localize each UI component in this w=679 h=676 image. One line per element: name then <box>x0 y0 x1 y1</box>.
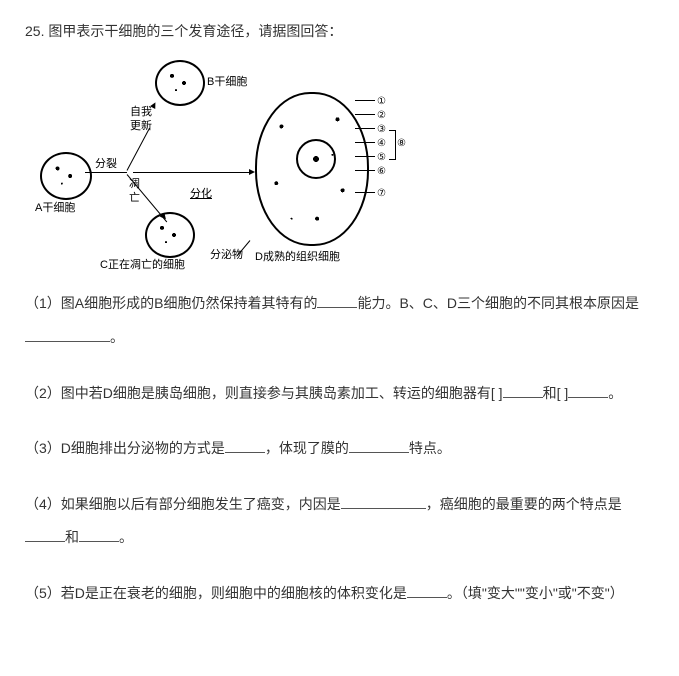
sub-question-3: （3）D细胞排出分泌物的方式是 ，体现了膜的 特点。 <box>25 432 655 466</box>
blank <box>79 527 119 542</box>
organelle-marker: ⑦ <box>377 186 386 202</box>
blank <box>503 383 543 398</box>
blank <box>225 438 265 453</box>
cell-a-label: A干细胞 <box>35 200 75 218</box>
blank <box>349 438 409 453</box>
organelle-marker-bracket: ⑧ <box>397 136 406 152</box>
q3-text-c: 特点。 <box>409 440 451 456</box>
cell-d <box>255 92 369 246</box>
q1-text-a: （1）图A细胞形成的B细胞仍然保持着其特有的 <box>25 295 317 311</box>
q4-text-b: ，癌细胞的最重要的两个特点是 <box>426 496 622 512</box>
label-fenhua: 分化 <box>190 186 212 204</box>
q1-text-b: 能力。B、C、D三个细胞的不同其根本原因是 <box>357 295 639 311</box>
q4-text-c: 和 <box>65 529 79 545</box>
q5-text-b: 。（填"变大""变小"或"不变"） <box>447 585 624 601</box>
blank <box>317 293 357 308</box>
cell-d-label: D成熟的组织细胞 <box>255 249 340 267</box>
cell-b <box>155 60 205 106</box>
blank <box>25 327 110 342</box>
blank <box>25 527 65 542</box>
cell-c <box>145 212 195 258</box>
sub-question-2: （2）图中若D细胞是胰岛细胞，则直接参与其胰岛素加工、转运的细胞器有[ ] 和[ … <box>25 377 655 411</box>
cell-b-label: B干细胞 <box>207 74 247 92</box>
question-title: 25. 图甲表示干细胞的三个发育途径，请据图回答： <box>25 20 655 42</box>
q4-text-d: 。 <box>119 529 133 545</box>
label-fenmiwu: 分泌物 <box>210 247 243 265</box>
blank <box>568 383 608 398</box>
sub-question-5: （5）若D是正在衰老的细胞，则细胞中的细胞核的体积变化是 。（填"变大""变小"或… <box>25 577 655 611</box>
q2-text-b: 和[ ] <box>543 385 569 401</box>
blank <box>407 583 447 598</box>
q4-text-a: （4）如果细胞以后有部分细胞发生了癌变，内因是 <box>25 496 341 512</box>
q2-text-c: 。 <box>608 385 622 401</box>
cell-a <box>40 152 92 200</box>
q1-text-c: 。 <box>110 329 124 345</box>
sub-question-4: （4）如果细胞以后有部分细胞发生了癌变，内因是 ，癌细胞的最重要的两个特点是和 。 <box>25 488 655 555</box>
label-wang: 亡 <box>129 190 140 208</box>
blank <box>341 494 426 509</box>
q3-text-a: （3）D细胞排出分泌物的方式是 <box>25 440 225 456</box>
q3-text-b: ，体现了膜的 <box>265 440 349 456</box>
q5-text-a: （5）若D是正在衰老的细胞，则细胞中的细胞核的体积变化是 <box>25 585 407 601</box>
cell-c-label: C正在凋亡的细胞 <box>100 257 185 275</box>
label-fenlie: 分裂 <box>95 156 117 174</box>
stem-cell-diagram: A干细胞 B干细胞 C正在凋亡的细胞 D成熟的组织细胞 分裂 自我 更新 凋 亡… <box>35 52 415 262</box>
sub-question-1: （1）图A细胞形成的B细胞仍然保持着其特有的 能力。B、C、D三个细胞的不同其根本… <box>25 287 655 354</box>
q2-text-a: （2）图中若D细胞是胰岛细胞，则直接参与其胰岛素加工、转运的细胞器有[ ] <box>25 385 503 401</box>
organelle-marker: ⑥ <box>377 164 386 180</box>
